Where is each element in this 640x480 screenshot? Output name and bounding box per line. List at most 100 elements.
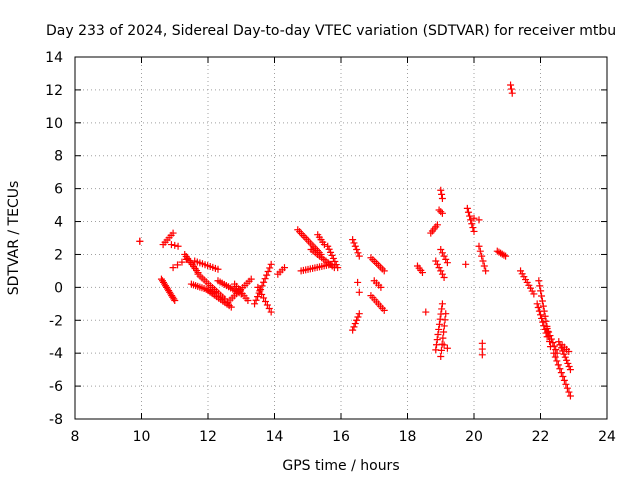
data-point xyxy=(265,305,273,313)
data-point xyxy=(334,264,342,272)
x-tick-label: 16 xyxy=(332,429,350,445)
data-point xyxy=(355,252,363,260)
data-point xyxy=(563,356,571,364)
data-point xyxy=(476,247,484,255)
data-point xyxy=(254,293,262,301)
data-point xyxy=(353,246,361,254)
data-point xyxy=(438,300,446,308)
data-point xyxy=(267,260,275,268)
x-tick-label: 22 xyxy=(532,429,550,445)
data-point xyxy=(433,336,441,344)
x-tick-label: 18 xyxy=(399,429,417,445)
data-point xyxy=(440,252,448,260)
data-point xyxy=(349,236,357,244)
data-point xyxy=(533,300,541,308)
data-point xyxy=(565,388,573,396)
y-tick-label: 6 xyxy=(54,182,63,198)
data-point xyxy=(507,85,515,93)
data-point xyxy=(470,227,478,235)
data-point xyxy=(327,248,335,256)
data-point xyxy=(435,325,443,333)
data-point xyxy=(478,252,486,260)
data-point xyxy=(502,252,510,260)
data-point xyxy=(565,348,573,356)
data-point xyxy=(258,282,266,290)
x-axis-label: GPS time / hours xyxy=(282,458,399,474)
data-point xyxy=(549,339,557,347)
data-point xyxy=(479,257,487,265)
data-point xyxy=(254,283,262,291)
data-point xyxy=(174,242,182,250)
data-point xyxy=(353,316,361,324)
data-point xyxy=(437,208,445,216)
data-point xyxy=(169,264,177,272)
data-point xyxy=(355,288,363,296)
data-point xyxy=(440,328,448,336)
data-point xyxy=(507,81,515,89)
data-point xyxy=(355,310,363,318)
data-point xyxy=(432,257,440,265)
data-point xyxy=(267,308,275,316)
data-points xyxy=(136,81,574,400)
data-point xyxy=(538,297,546,305)
data-point xyxy=(553,357,561,365)
data-point xyxy=(171,297,179,305)
y-tick-label: 4 xyxy=(54,215,63,231)
data-point xyxy=(433,260,441,268)
data-point xyxy=(566,366,574,374)
data-point xyxy=(170,295,178,303)
data-point xyxy=(434,331,442,339)
data-point xyxy=(350,239,358,247)
data-point xyxy=(463,204,471,212)
data-point xyxy=(260,278,268,286)
data-point xyxy=(562,380,570,388)
data-point xyxy=(438,305,446,313)
data-point xyxy=(349,326,357,334)
data-point xyxy=(350,323,358,331)
y-tick-label: 2 xyxy=(54,247,63,263)
data-point xyxy=(435,264,443,272)
data-point xyxy=(554,361,562,369)
data-point xyxy=(559,347,567,355)
data-point xyxy=(351,242,359,250)
data-point xyxy=(331,258,339,266)
data-point xyxy=(320,241,328,249)
data-point xyxy=(467,216,475,224)
data-point xyxy=(552,346,560,354)
data-point xyxy=(535,277,543,285)
data-point xyxy=(354,278,362,286)
data-point xyxy=(252,296,260,304)
data-point xyxy=(564,359,572,367)
y-tick-label: 0 xyxy=(54,280,63,296)
data-point xyxy=(332,261,340,269)
data-point xyxy=(264,268,272,276)
data-point xyxy=(441,316,449,324)
data-point xyxy=(480,262,488,270)
data-point xyxy=(437,346,445,354)
data-point xyxy=(422,308,430,316)
data-point xyxy=(437,246,445,254)
y-tick-label: -8 xyxy=(49,412,63,428)
data-point xyxy=(534,303,542,311)
x-tick-label: 12 xyxy=(199,429,217,445)
x-tick-label: 24 xyxy=(598,429,616,445)
y-axis-label: SDTVAR / TECUs xyxy=(6,181,22,296)
grid-lines xyxy=(75,57,607,419)
data-point xyxy=(437,352,445,360)
data-point xyxy=(167,241,175,249)
data-point xyxy=(543,325,551,332)
data-point xyxy=(555,338,563,346)
data-point xyxy=(263,301,271,309)
data-point xyxy=(550,342,558,350)
data-point xyxy=(540,307,548,315)
data-point xyxy=(438,190,446,198)
data-point xyxy=(462,260,470,268)
data-point xyxy=(566,392,574,400)
data-point xyxy=(464,208,472,216)
data-point xyxy=(328,251,336,259)
data-point xyxy=(443,259,451,267)
data-point xyxy=(437,186,445,194)
data-point xyxy=(442,255,450,263)
data-point xyxy=(542,317,550,325)
data-point xyxy=(470,214,478,222)
